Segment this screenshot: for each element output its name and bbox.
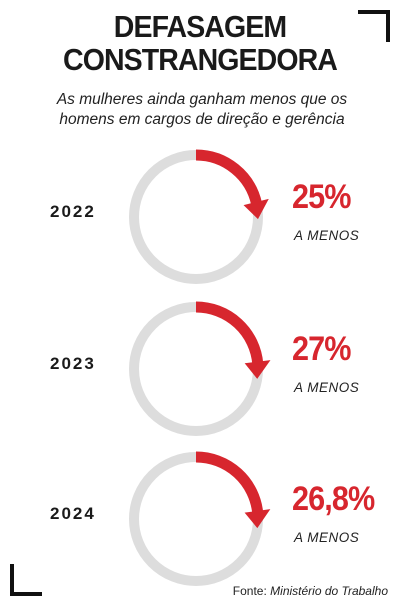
year-label-2023: 2023: [50, 354, 96, 373]
percent-label-2022: 25%: [292, 178, 351, 216]
chart-row-2023: 2023 27% A MENOS: [0, 296, 400, 446]
chart-row-2024: 2024 26,8% A MENOS: [0, 446, 400, 596]
title-line-2: CONSTRANGEDORA: [63, 42, 338, 77]
caption-2023: A MENOS: [294, 380, 360, 395]
subtitle-line-1: As mulheres ainda ganham menos que os: [56, 91, 348, 108]
chart-row-2022: 2022 25% A MENOS: [0, 144, 400, 294]
donut-chart-2023: [129, 301, 271, 436]
source-note: Fonte: Ministério do Trabalho: [233, 584, 388, 598]
donut-arrowhead-2023: [244, 360, 271, 379]
corner-mark-bottom-left: [10, 564, 42, 596]
year-label-2024: 2024: [50, 504, 96, 523]
caption-2024: A MENOS: [294, 530, 360, 545]
corner-mark-top-right: [358, 10, 390, 42]
subtitle-line-2: homens em cargos de direção e gerência: [59, 111, 345, 128]
caption-2022: A MENOS: [294, 228, 360, 243]
donut-slice-2023: [195, 301, 264, 365]
donut-chart-2022: [129, 149, 269, 284]
year-label-2022: 2022: [50, 202, 96, 221]
donut-arrowhead-2022: [243, 198, 269, 220]
title-line-1: DEFASAGEM: [113, 9, 287, 44]
source-label: Fonte:: [232, 584, 267, 598]
donut-chart-2024: [129, 451, 271, 586]
donut-slice-2022: [195, 149, 263, 206]
donut-slice-2024: [195, 451, 264, 514]
source-value: Ministério do Trabalho: [270, 584, 388, 598]
donut-arrowhead-2024: [244, 509, 271, 529]
percent-label-2024: 26,8%: [292, 480, 375, 518]
percent-label-2023: 27%: [292, 330, 351, 368]
